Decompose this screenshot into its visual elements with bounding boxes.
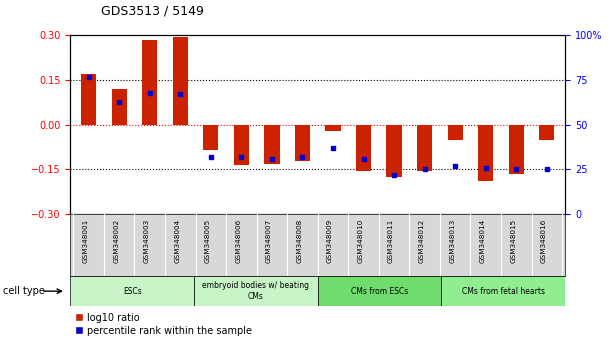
- Text: GSM348006: GSM348006: [235, 218, 241, 263]
- Text: GSM348016: GSM348016: [541, 218, 547, 263]
- Text: GSM348010: GSM348010: [357, 218, 364, 263]
- Text: GSM348014: GSM348014: [480, 218, 486, 263]
- Bar: [295, 125, 310, 161]
- Text: GSM348004: GSM348004: [174, 218, 180, 263]
- Bar: [326, 125, 341, 131]
- Text: cell type: cell type: [3, 286, 45, 296]
- Bar: [70, 276, 194, 306]
- Text: GDS3513 / 5149: GDS3513 / 5149: [101, 5, 203, 18]
- Bar: [194, 276, 318, 306]
- Text: ESCs: ESCs: [123, 287, 142, 296]
- Text: GSM348009: GSM348009: [327, 218, 333, 263]
- Bar: [173, 37, 188, 125]
- Bar: [448, 125, 463, 140]
- Text: GSM348005: GSM348005: [205, 218, 211, 263]
- Bar: [265, 125, 280, 164]
- Text: embryoid bodies w/ beating
CMs: embryoid bodies w/ beating CMs: [202, 281, 309, 301]
- Text: GSM348002: GSM348002: [113, 218, 119, 263]
- Text: GSM348001: GSM348001: [82, 218, 89, 263]
- Bar: [442, 276, 565, 306]
- Text: GSM348012: GSM348012: [419, 218, 425, 263]
- Bar: [81, 74, 97, 125]
- Text: GSM348011: GSM348011: [388, 218, 394, 263]
- Bar: [318, 276, 442, 306]
- Bar: [203, 125, 219, 150]
- Text: GSM348015: GSM348015: [510, 218, 516, 263]
- Text: GSM348007: GSM348007: [266, 218, 272, 263]
- Bar: [142, 40, 158, 125]
- Text: CMs from fetal hearts: CMs from fetal hearts: [462, 287, 545, 296]
- Bar: [478, 125, 494, 181]
- Text: CMs from ESCs: CMs from ESCs: [351, 287, 408, 296]
- Bar: [112, 89, 127, 125]
- Bar: [356, 125, 371, 171]
- Text: GSM348003: GSM348003: [144, 218, 150, 263]
- Bar: [509, 125, 524, 174]
- Bar: [417, 125, 433, 171]
- Text: GSM348013: GSM348013: [449, 218, 455, 263]
- Text: GSM348008: GSM348008: [296, 218, 302, 263]
- Bar: [234, 125, 249, 165]
- Bar: [540, 125, 555, 140]
- Legend: log10 ratio, percentile rank within the sample: log10 ratio, percentile rank within the …: [75, 313, 252, 336]
- Bar: [387, 125, 402, 177]
